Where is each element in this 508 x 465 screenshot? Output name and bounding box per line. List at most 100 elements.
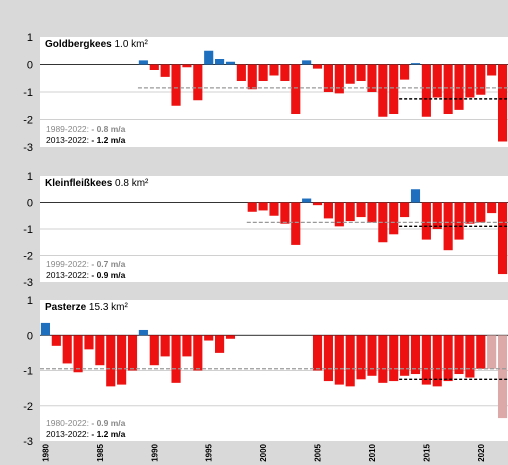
bar — [258, 202, 268, 211]
bar — [160, 335, 170, 357]
y-tick-label: 0 — [27, 60, 33, 72]
bar — [215, 59, 225, 65]
mean-value: - 1.2 m/a — [91, 135, 125, 145]
mean-period: 1980-2022: — [46, 418, 91, 428]
y-tick-label: -2 — [23, 115, 33, 127]
bar — [487, 335, 497, 369]
bar — [323, 335, 333, 382]
bar — [138, 329, 148, 336]
y-tick-label: 1 — [27, 32, 33, 44]
bar — [454, 64, 464, 110]
y-tick-label: -2 — [23, 401, 33, 413]
bar — [410, 189, 421, 203]
bar — [269, 202, 279, 216]
bar — [476, 335, 486, 369]
glacier-area: 15.3 km² — [86, 302, 128, 313]
bar — [182, 335, 192, 357]
glacier-area: 0.8 km² — [112, 178, 149, 189]
bar — [269, 64, 279, 76]
y-tick-label: -1 — [23, 366, 33, 378]
bar — [149, 335, 159, 366]
mean-value: - 0.7 m/a — [91, 259, 125, 269]
bar — [389, 202, 399, 235]
bar — [204, 50, 214, 65]
bar — [378, 202, 388, 243]
x-tick-label: 2005 — [314, 443, 323, 461]
bar — [51, 335, 61, 346]
mean-annotation: 1980-2022: - 0.9 m/a — [46, 418, 126, 428]
bar — [236, 64, 246, 81]
bar — [421, 202, 431, 240]
y-tick-label: -1 — [23, 87, 33, 99]
bar — [476, 64, 486, 95]
bar — [389, 64, 399, 114]
bar — [215, 335, 225, 353]
mean-period: 1989-2022: — [46, 124, 91, 134]
bar — [225, 61, 236, 65]
bar — [193, 335, 203, 371]
mean-period: 2013-2022: — [46, 429, 91, 439]
bar — [443, 64, 453, 114]
y-tick-label: 0 — [27, 330, 33, 342]
mean-annotation: 2013-2022: - 1.2 m/a — [46, 135, 126, 145]
bar — [345, 335, 355, 387]
bar — [432, 64, 442, 98]
bar — [454, 335, 464, 375]
bar — [171, 335, 181, 383]
glacier-name: Kleinfleißkees — [45, 178, 113, 189]
bar — [193, 64, 203, 101]
mean-annotation: 2013-2022: - 0.9 m/a — [46, 270, 126, 280]
x-tick-label: 2010 — [368, 443, 377, 461]
bar — [62, 335, 72, 364]
bar — [400, 335, 410, 376]
glacier-area: 1.0 km² — [112, 39, 149, 50]
bar — [312, 202, 323, 206]
bar — [389, 335, 399, 382]
bar — [323, 202, 333, 219]
bar — [410, 335, 421, 375]
bar — [106, 335, 116, 387]
bar — [302, 60, 312, 65]
mean-period: 2013-2022: — [46, 135, 91, 145]
bar — [160, 64, 170, 77]
bar — [378, 64, 388, 117]
mean-value: - 0.9 m/a — [91, 270, 125, 280]
bar — [171, 64, 181, 106]
bar — [73, 335, 83, 373]
bar — [280, 202, 290, 224]
bar — [291, 64, 301, 114]
bar — [345, 64, 355, 84]
y-tick-label: 1 — [27, 295, 33, 307]
bar — [182, 64, 192, 68]
bar — [410, 63, 421, 65]
mean-annotation: 1999-2022: - 0.7 m/a — [46, 259, 126, 269]
x-tick-label: 1990 — [150, 443, 159, 461]
bar — [443, 202, 453, 251]
bar — [149, 64, 159, 70]
x-tick-label: 1995 — [205, 443, 214, 461]
bar — [367, 335, 377, 376]
bar — [400, 202, 410, 218]
bar — [258, 64, 268, 81]
bar — [334, 335, 344, 385]
mean-value: - 1.2 m/a — [91, 429, 125, 439]
bar — [432, 202, 442, 229]
panel-3: 1 0 -1 -2 -3 Pasterze 15.3 km² 1980-2022: - 0.… — [23, 295, 508, 448]
x-tick-label: 1985 — [96, 443, 105, 461]
x-tick-label: 2020 — [477, 443, 486, 461]
mean-period: 2013-2022: — [46, 270, 91, 280]
bar — [465, 202, 475, 224]
y-tick-label: 0 — [27, 198, 33, 210]
bar — [487, 64, 497, 76]
bar — [465, 335, 475, 378]
panel-2: 1 0 -1 -2 -3 Kleinfleißkees 0.8 km² 1999-2022:… — [23, 171, 508, 289]
bar — [127, 335, 138, 371]
bar — [334, 64, 344, 94]
bar — [312, 335, 323, 371]
bar — [497, 202, 508, 275]
bar — [95, 335, 105, 366]
bar — [356, 335, 366, 380]
bar — [247, 64, 257, 90]
bar — [421, 335, 431, 385]
